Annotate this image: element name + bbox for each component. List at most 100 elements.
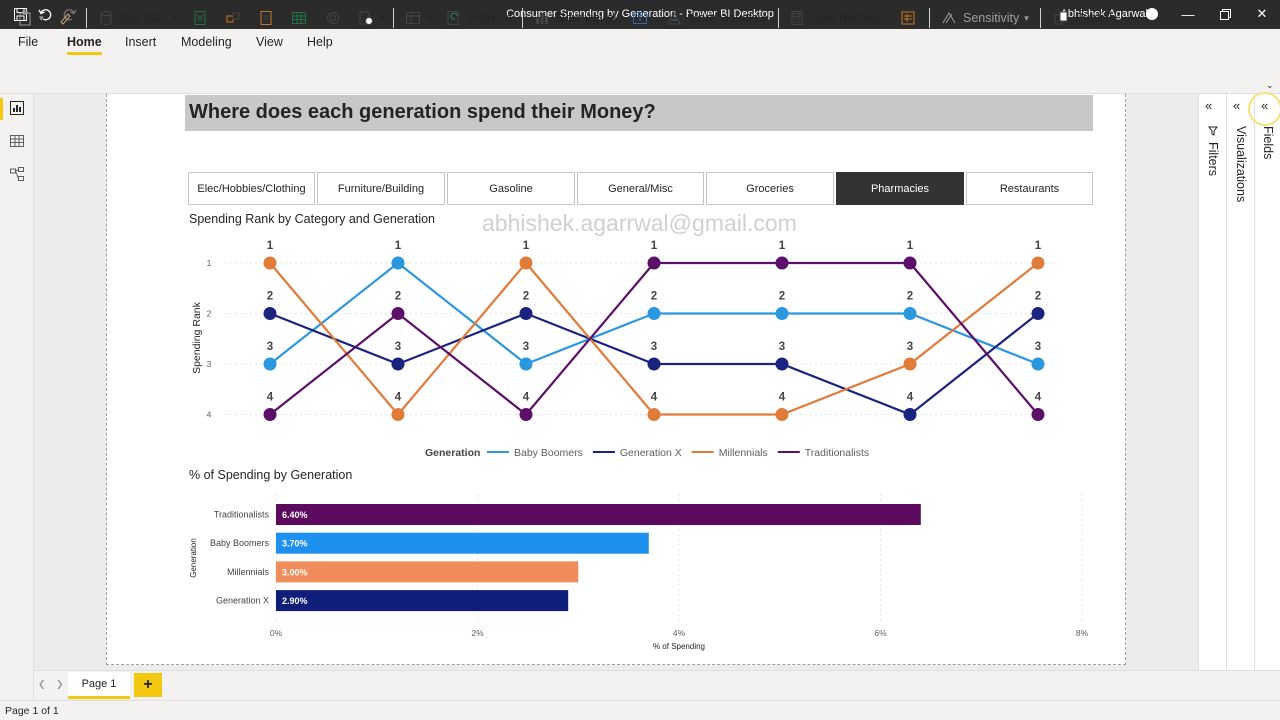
redo-icon[interactable]: [62, 6, 78, 22]
new-visual-button[interactable]: New visual: [534, 8, 616, 28]
legend-item-traditionalists[interactable]: Traditionalists: [805, 447, 869, 459]
ribbon-collapse-icon[interactable]: ⌄: [1266, 80, 1274, 90]
data-point-generation-x[interactable]: [775, 357, 789, 371]
menu-insert[interactable]: Insert: [125, 35, 157, 49]
page-tab-1[interactable]: Page 1: [68, 672, 130, 699]
data-point-baby-boomers[interactable]: [775, 307, 789, 320]
data-view-icon[interactable]: [9, 133, 25, 149]
slicer-furniture-building[interactable]: Furniture/Building: [317, 172, 445, 205]
data-point-generation-x[interactable]: [519, 307, 533, 320]
menu-help[interactable]: Help: [307, 35, 333, 49]
ribbon-separator: [393, 8, 394, 28]
category-label-traditionalists: Traditionalists: [214, 510, 270, 520]
sensitivity-button[interactable]: Sensitivity ▾: [941, 8, 1029, 28]
data-point-traditionalists[interactable]: [903, 256, 917, 270]
report-view-icon[interactable]: [9, 100, 25, 116]
data-point-generation-x[interactable]: [903, 408, 917, 421]
data-point-generation-x[interactable]: [1031, 307, 1045, 320]
slicer-gasoline[interactable]: Gasoline: [447, 172, 575, 205]
slicer-elec-hobbies-clothing[interactable]: Elec/Hobbies/Clothing: [188, 172, 315, 205]
data-point-traditionalists[interactable]: [519, 408, 533, 421]
dataset-button[interactable]: [225, 8, 247, 28]
visualizations-pane-collapsed[interactable]: « Visualizations: [1226, 94, 1254, 670]
data-point-millennials[interactable]: [519, 256, 533, 270]
data-point-baby-boomers[interactable]: [391, 256, 405, 270]
menu-file[interactable]: File: [18, 35, 39, 49]
data-point-traditionalists[interactable]: [775, 256, 789, 270]
next-page-icon[interactable]: ❯: [56, 679, 64, 689]
data-point-millennials[interactable]: [1031, 256, 1045, 270]
data-point-baby-boomers[interactable]: [903, 307, 917, 320]
data-point-traditionalists[interactable]: [391, 307, 405, 320]
menu-modeling[interactable]: Modeling: [181, 35, 232, 49]
menu-home[interactable]: Home: [67, 35, 102, 55]
data-label-generation-x: 3: [779, 341, 785, 353]
report-heading-box[interactable]: Where does each generation spend their M…: [185, 95, 1093, 131]
data-point-baby-boomers[interactable]: [519, 357, 533, 371]
user-name[interactable]: Abhishek Agarwal: [1060, 8, 1148, 20]
rank-chart[interactable]: 1 2 3 4 Spending Rank 3 1 3 2 2 2 3 2 3 2 3 3 4 2 1 4 1 4 4 3 1…: [185, 232, 1093, 464]
data-point-baby-boomers[interactable]: [263, 357, 277, 371]
x-tick-label: 6%: [874, 628, 887, 638]
new-measure-button[interactable]: New measure: [789, 8, 888, 28]
more-visuals-button[interactable]: More visuals ▾: [666, 8, 768, 28]
data-label-generation-x: 2: [1035, 291, 1041, 303]
data-point-millennials[interactable]: [903, 357, 917, 371]
bar-traditionalists[interactable]: [276, 504, 921, 525]
data-point-millennials[interactable]: [263, 256, 277, 270]
data-point-generation-x[interactable]: [647, 357, 661, 371]
transform-data-button[interactable]: ▾: [405, 8, 432, 28]
prev-page-icon[interactable]: ❮: [38, 679, 46, 689]
slicer-groceries[interactable]: Groceries: [706, 172, 834, 205]
sql-button[interactable]: [258, 8, 280, 28]
refresh-button[interactable]: Refresh: [446, 8, 512, 28]
data-label-traditionalists: 4: [1035, 392, 1042, 404]
data-point-generation-x[interactable]: [391, 357, 405, 371]
get-data-button[interactable]: Get data ▾: [98, 8, 177, 28]
data-point-traditionalists[interactable]: [647, 256, 661, 270]
legend-item-baby-boomers[interactable]: Baby Boomers: [514, 447, 583, 459]
data-point-traditionalists[interactable]: [1031, 408, 1045, 421]
expand-filters-icon[interactable]: «: [1205, 98, 1213, 113]
excel-button[interactable]: [192, 8, 214, 28]
avatar[interactable]: [1146, 8, 1158, 20]
data-point-baby-boomers[interactable]: [1031, 357, 1045, 371]
bar-millennials[interactable]: [276, 561, 579, 583]
add-page-button[interactable]: +: [134, 673, 162, 697]
quick-measure-button[interactable]: [900, 8, 922, 28]
filters-pane-collapsed[interactable]: « Filters: [1198, 94, 1226, 670]
undo-icon[interactable]: [37, 6, 53, 22]
slicer-restaurants[interactable]: Restaurants: [966, 172, 1093, 205]
expand-visualizations-icon[interactable]: «: [1233, 98, 1241, 113]
legend-item-generation-x[interactable]: Generation X: [620, 447, 682, 459]
publish-button[interactable]: Publish: [1053, 8, 1116, 28]
bar-chart[interactable]: Generation Traditionalists Baby Boomers Mi…: [185, 490, 1093, 655]
data-point-baby-boomers[interactable]: [647, 307, 661, 320]
data-point-generation-x[interactable]: [263, 307, 277, 320]
more-visuals-label: More visuals: [688, 11, 759, 25]
dataverse-button[interactable]: [325, 8, 347, 28]
data-point-millennials[interactable]: [391, 408, 405, 421]
close-icon[interactable]: ✕: [1256, 6, 1268, 21]
data-point-millennials[interactable]: [775, 408, 789, 421]
recent-sources-button[interactable]: ▾: [358, 8, 385, 28]
menu-view[interactable]: View: [256, 35, 283, 49]
format-painter-button[interactable]: [58, 8, 80, 28]
bar-baby-boomers[interactable]: [276, 532, 649, 554]
bar-generation-x[interactable]: [276, 590, 569, 612]
slicer-pharmacies[interactable]: Pharmacies: [836, 172, 964, 205]
data-point-millennials[interactable]: [647, 408, 661, 421]
data-point-traditionalists[interactable]: [263, 408, 277, 421]
enter-data-button[interactable]: [291, 8, 313, 28]
bar-chart-icon: [536, 13, 548, 24]
text-box-button[interactable]: [632, 8, 654, 28]
category-label-millennials: Millennials: [227, 567, 270, 577]
minimize-icon[interactable]: —: [1181, 6, 1195, 22]
slicer-general-misc[interactable]: General/Misc: [577, 172, 704, 205]
fields-pane-collapsed[interactable]: « Fields: [1254, 94, 1280, 670]
paste-button[interactable]: ▾: [17, 8, 44, 28]
restore-icon[interactable]: [1215, 5, 1235, 23]
legend-item-millennials[interactable]: Millennials: [719, 447, 768, 459]
model-view-icon[interactable]: [9, 166, 25, 182]
chevron-down-icon: ▾: [427, 12, 432, 23]
